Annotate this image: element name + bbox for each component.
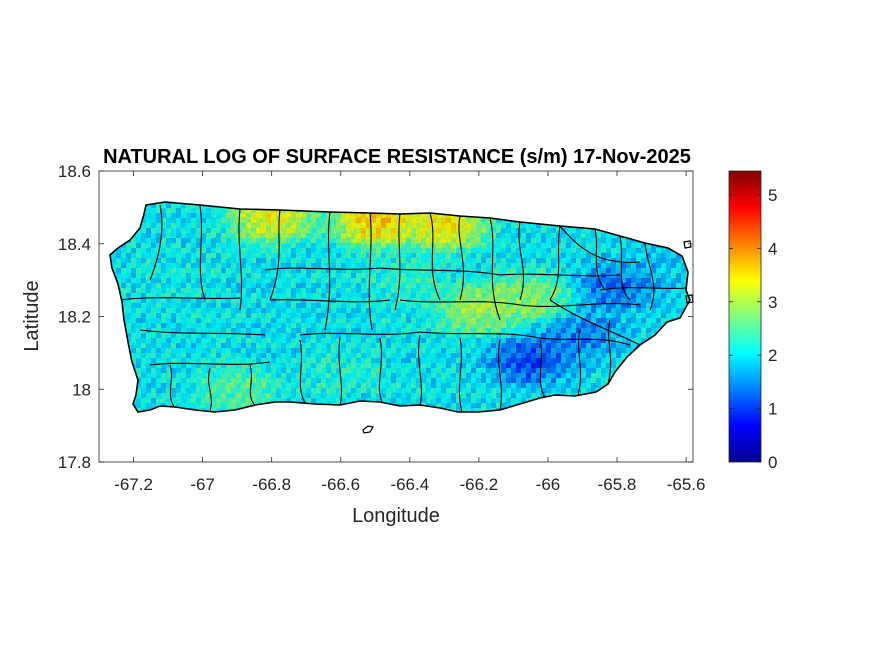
plot-area (98, 170, 694, 463)
chart-title: NATURAL LOG OF SURFACE RESISTANCE (s/m) … (103, 146, 691, 168)
